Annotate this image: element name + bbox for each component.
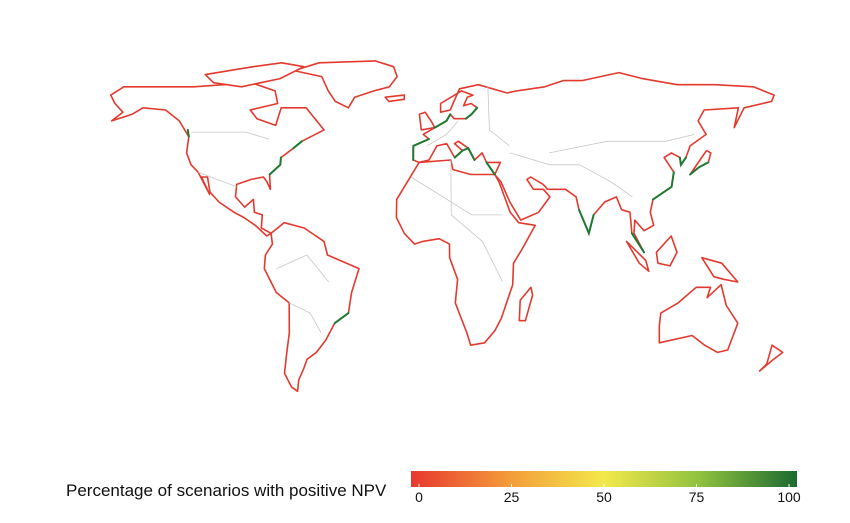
high-npv-coast bbox=[678, 156, 687, 168]
high-npv-coast bbox=[268, 156, 282, 176]
iceland bbox=[384, 94, 406, 103]
colorbar-tick-label: 75 bbox=[689, 489, 705, 505]
south-america bbox=[263, 221, 360, 393]
high-npv-coast bbox=[689, 161, 710, 176]
country-border bbox=[276, 254, 330, 283]
high-npv-coast bbox=[433, 113, 452, 129]
country-border bbox=[191, 131, 269, 140]
high-npv-coast bbox=[333, 312, 350, 325]
country-border bbox=[450, 159, 503, 283]
country-border bbox=[289, 302, 322, 334]
eurasia bbox=[412, 71, 775, 254]
africa bbox=[395, 159, 536, 346]
colorbar bbox=[411, 471, 797, 487]
high-npv-coast bbox=[186, 128, 190, 138]
colorbar-tick-label: 50 bbox=[596, 489, 612, 505]
high-npv-coast bbox=[412, 138, 430, 161]
country-border bbox=[549, 134, 695, 154]
legend-title: Percentage of scenarios with positive NP… bbox=[66, 481, 387, 500]
greenland bbox=[293, 60, 398, 109]
country-border bbox=[487, 86, 510, 147]
high-npv-coast bbox=[578, 208, 595, 237]
country-border bbox=[197, 171, 237, 188]
arctic-islands bbox=[204, 62, 305, 88]
high-npv-coast bbox=[292, 140, 303, 150]
borneo bbox=[655, 235, 678, 267]
high-npv-coast bbox=[630, 232, 645, 254]
high-npv-coast bbox=[464, 106, 479, 120]
colorbar-tick-label: 0 bbox=[415, 489, 423, 505]
high-npv-coast bbox=[453, 146, 476, 161]
high-npv-coast bbox=[652, 171, 675, 201]
country-border bbox=[426, 120, 459, 147]
australia bbox=[658, 283, 739, 354]
britain bbox=[418, 111, 436, 131]
new-zealand bbox=[758, 344, 784, 372]
high-npv-coast bbox=[485, 161, 496, 176]
sumatra bbox=[625, 240, 650, 273]
country-border bbox=[410, 176, 503, 216]
new-guinea bbox=[701, 256, 739, 283]
colorbar-tick-label: 100 bbox=[777, 489, 801, 505]
colorbar-tick-label: 25 bbox=[504, 489, 520, 505]
landmasses bbox=[110, 60, 784, 393]
colorbar-legend: Percentage of scenarios with positive NP… bbox=[66, 471, 801, 505]
country-border bbox=[509, 152, 580, 166]
madagascar bbox=[518, 286, 534, 322]
country-border bbox=[579, 164, 633, 198]
north-america bbox=[110, 81, 325, 237]
